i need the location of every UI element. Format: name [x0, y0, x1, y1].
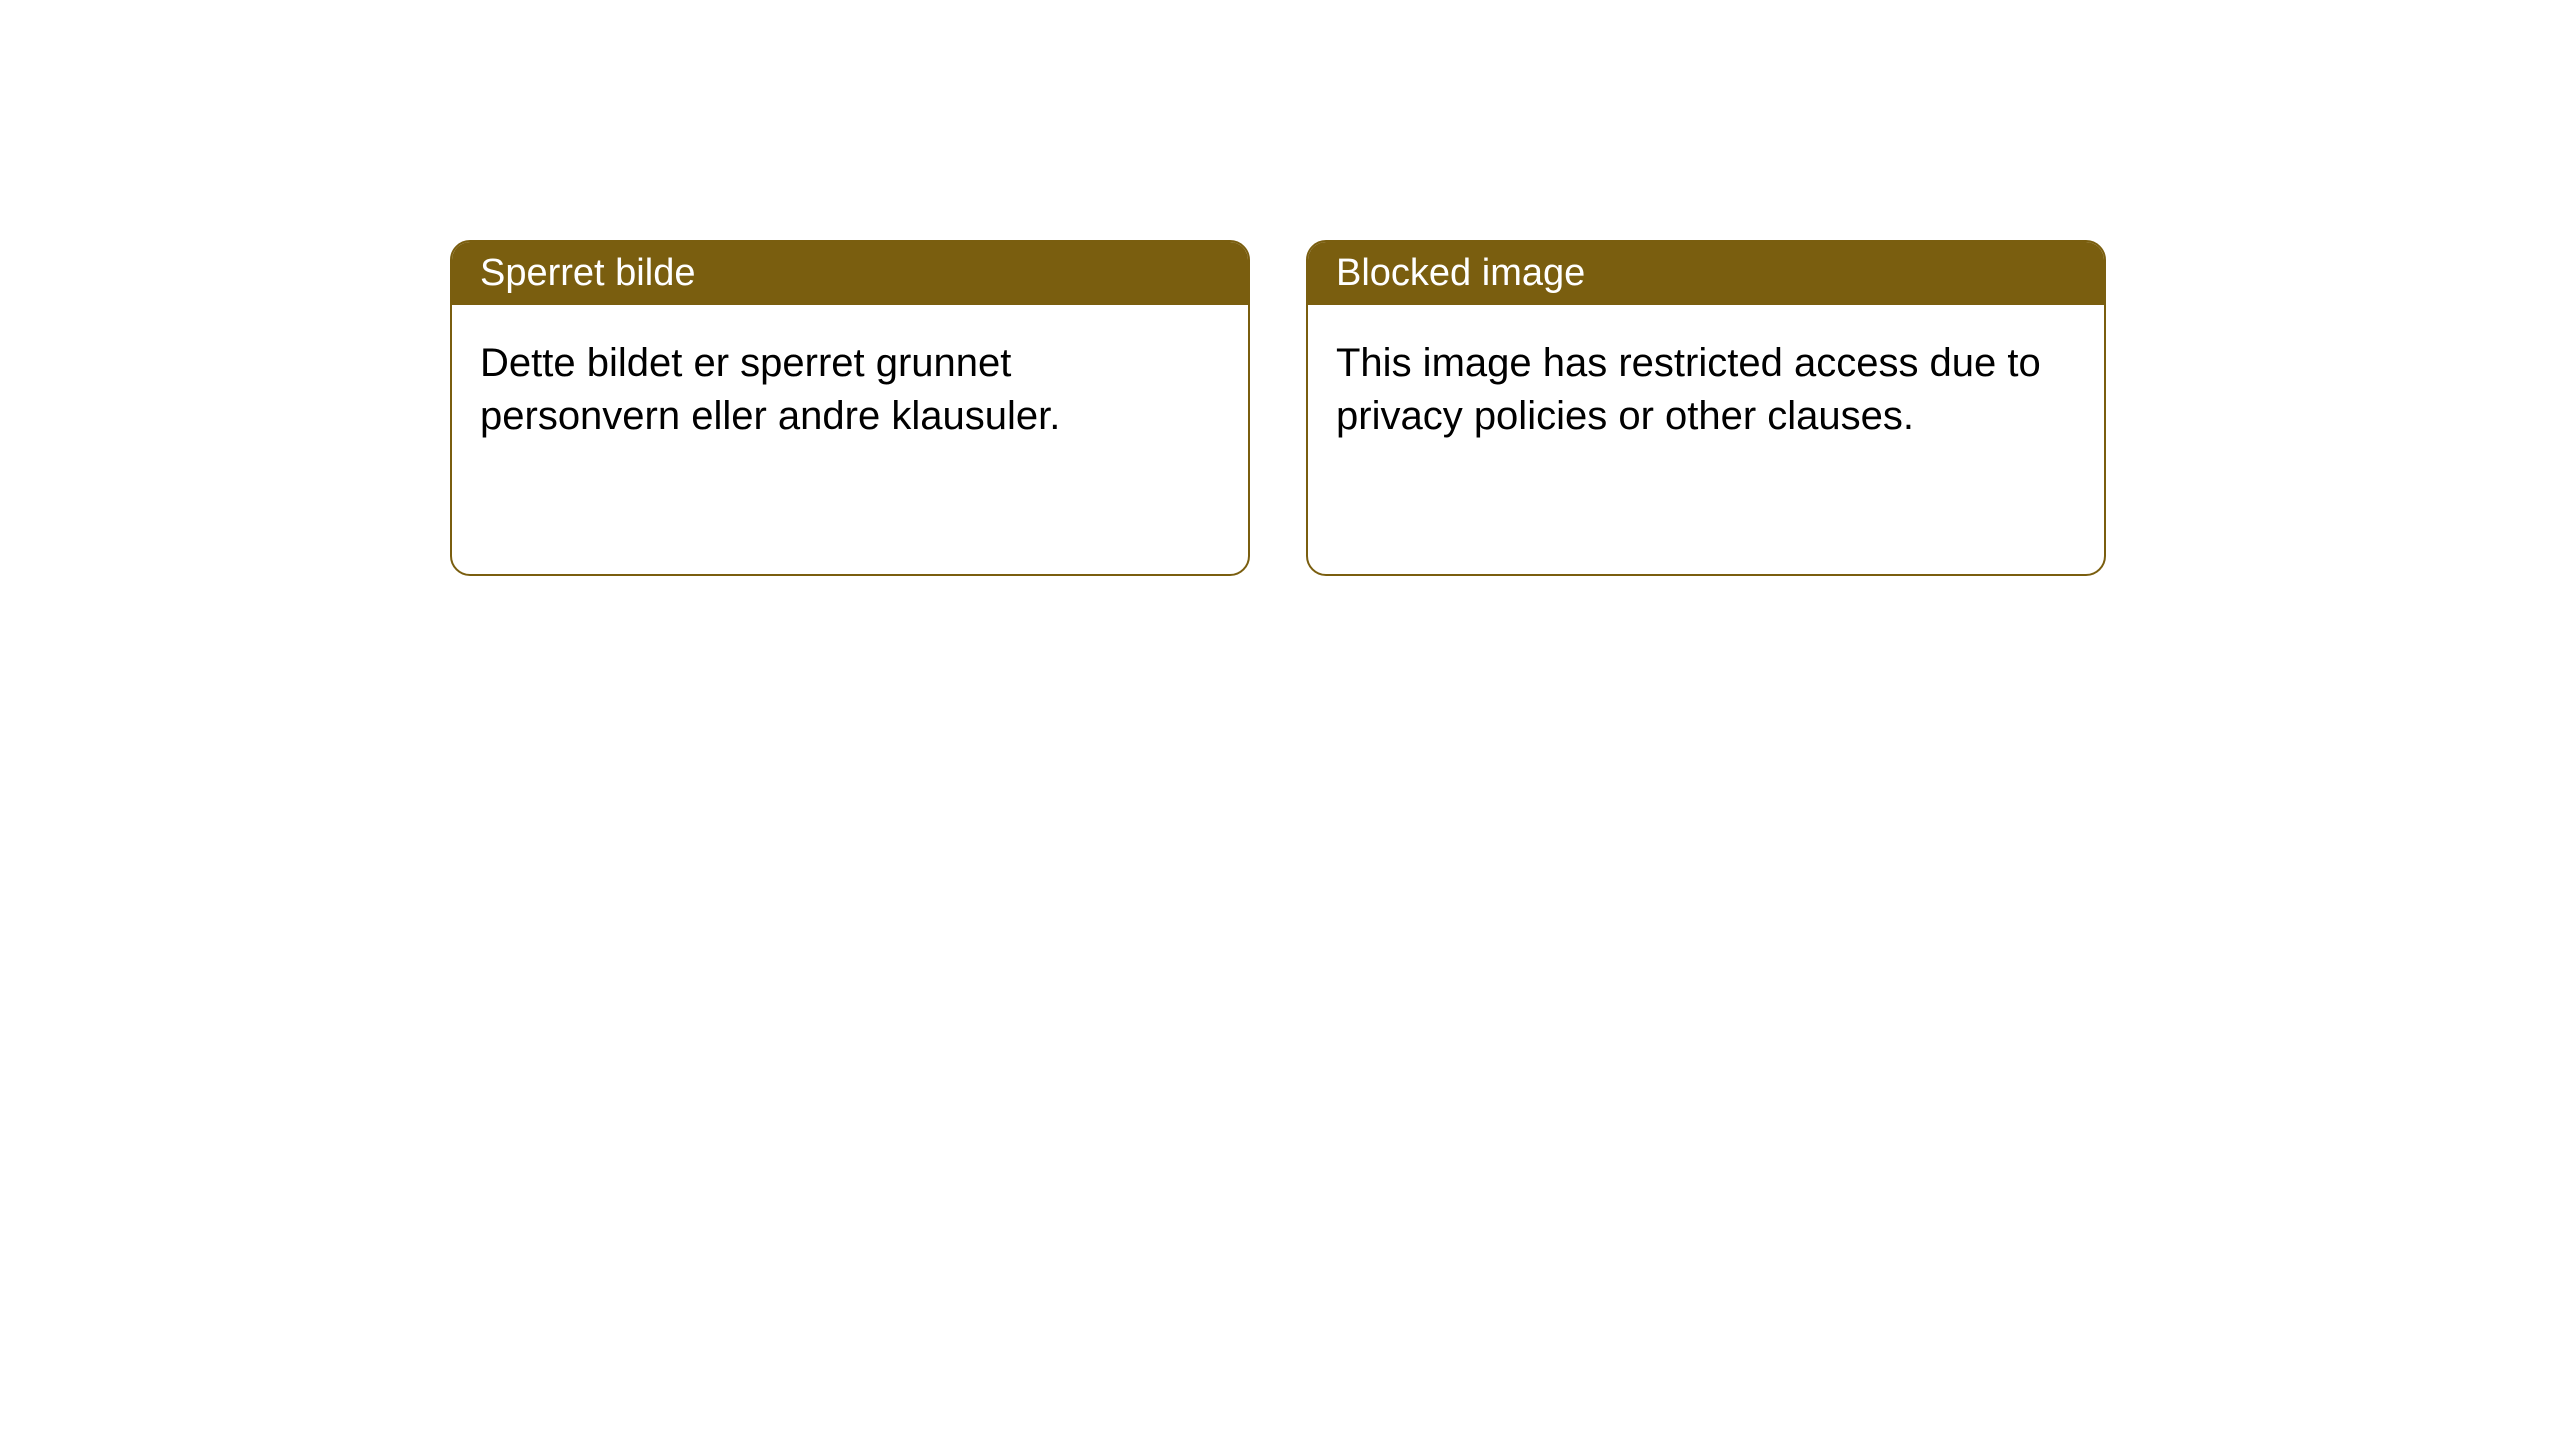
card-body-english: This image has restricted access due to …: [1308, 305, 2104, 475]
card-english: Blocked image This image has restricted …: [1306, 240, 2106, 576]
card-header-english: Blocked image: [1308, 242, 2104, 305]
card-body-norwegian: Dette bildet er sperret grunnet personve…: [452, 305, 1248, 475]
card-norwegian: Sperret bilde Dette bildet er sperret gr…: [450, 240, 1250, 576]
card-text-english: This image has restricted access due to …: [1336, 341, 2041, 438]
card-header-norwegian: Sperret bilde: [452, 242, 1248, 305]
card-text-norwegian: Dette bildet er sperret grunnet personve…: [480, 341, 1060, 438]
cards-container: Sperret bilde Dette bildet er sperret gr…: [0, 0, 2560, 576]
card-title-norwegian: Sperret bilde: [480, 252, 695, 294]
card-title-english: Blocked image: [1336, 252, 1585, 294]
